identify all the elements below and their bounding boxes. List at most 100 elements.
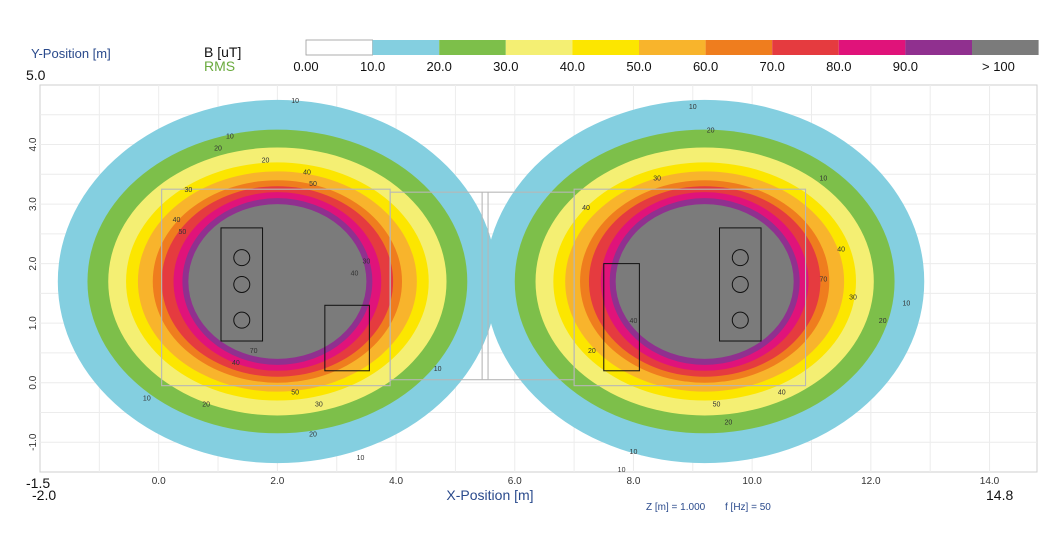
y-tick-label: 0.0 bbox=[28, 375, 39, 389]
contour-value-label: 30 bbox=[184, 187, 192, 194]
contour-value-label: 20 bbox=[588, 348, 596, 355]
contour-value-label: 10 bbox=[819, 175, 827, 182]
contour-value-label: 10 bbox=[903, 300, 911, 307]
legend-swatch-3 bbox=[505, 40, 573, 55]
contour-value-label: 20 bbox=[262, 157, 270, 164]
contour-value-label: 30 bbox=[849, 294, 857, 301]
coil-icon bbox=[233, 311, 251, 329]
contour-value-label: 10 bbox=[689, 104, 697, 111]
contour-value-label: 10 bbox=[618, 467, 626, 474]
switchgear-left bbox=[324, 304, 370, 372]
legend-swatch-2 bbox=[439, 40, 506, 55]
color-scale-legend: 0.00 10.0 20.0 30.0 40.0 50.0 60.0 70.0 80.0 90.0… bbox=[293, 39, 1039, 74]
x-axis-title: X-Position [m] bbox=[446, 487, 533, 503]
coil-icon bbox=[731, 311, 749, 329]
legend-swatch-5 bbox=[639, 40, 706, 55]
contour-value-label: 70 bbox=[819, 276, 827, 283]
contour-value-label: 20 bbox=[707, 128, 715, 135]
contour-band-right-9 bbox=[615, 204, 794, 359]
frequency-label: f [Hz] = 50 bbox=[725, 502, 771, 513]
x-min-label: -2.0 bbox=[32, 487, 56, 503]
transformer-right bbox=[719, 227, 762, 342]
x-tick-label: 12.0 bbox=[861, 476, 881, 487]
x-tick-label: 8.0 bbox=[626, 476, 640, 487]
y-tick-label: -1.0 bbox=[28, 433, 39, 451]
contour-value-label: 20 bbox=[879, 318, 887, 325]
contour-value-label: 30 bbox=[653, 175, 661, 182]
switchgear-right bbox=[603, 263, 640, 372]
legend-tick-label: 90.0 bbox=[893, 59, 918, 74]
contour-value-label: 20 bbox=[309, 431, 317, 438]
legend-tick-label: 40.0 bbox=[560, 59, 585, 74]
transformer-symbols bbox=[220, 227, 762, 372]
legend-tick-label: 30.0 bbox=[493, 59, 518, 74]
x-tick-label: 4.0 bbox=[389, 476, 403, 487]
x-max-label: 14.8 bbox=[986, 487, 1013, 503]
mode-label: RMS bbox=[204, 58, 235, 74]
coil-icon bbox=[233, 275, 251, 293]
y-tick-label: 2.0 bbox=[28, 256, 39, 270]
legend-swatch-6 bbox=[705, 40, 773, 55]
y-min-label: -1.5 bbox=[26, 475, 50, 491]
contour-value-label: 30 bbox=[315, 402, 323, 409]
y-max-label: 5.0 bbox=[26, 67, 46, 83]
contour-value-label: 40 bbox=[837, 247, 845, 254]
contour-value-label: 20 bbox=[214, 145, 222, 152]
contour-value-label: 10 bbox=[226, 134, 234, 141]
legend-swatch-7 bbox=[772, 40, 839, 55]
y-tick-label: 4.0 bbox=[28, 137, 39, 151]
x-tick-label: 0.0 bbox=[152, 476, 166, 487]
contour-value-label: 70 bbox=[250, 348, 258, 355]
legend-swatch-9 bbox=[905, 40, 972, 55]
legend-swatch-4 bbox=[572, 40, 639, 55]
contour-value-label: 20 bbox=[725, 419, 733, 426]
y-tick-label: 3.0 bbox=[28, 197, 39, 211]
contour-value-label: 50 bbox=[309, 181, 317, 188]
y-axis-title: Y-Position [m] bbox=[31, 46, 111, 61]
contour-value-label: 50 bbox=[713, 402, 721, 409]
equipment-outline bbox=[161, 188, 807, 387]
legend-tick-label: 0.00 bbox=[293, 59, 318, 74]
legend-swatch-1 bbox=[372, 40, 440, 55]
contour-value-label: 40 bbox=[582, 205, 590, 212]
contour-value-label: 50 bbox=[179, 229, 187, 236]
contour-value-label: 10 bbox=[630, 449, 638, 456]
y-tick-label: 1.0 bbox=[28, 316, 39, 330]
transformer-left bbox=[220, 227, 264, 342]
x-tick-label: 2.0 bbox=[270, 476, 284, 487]
contour-band-left-9 bbox=[188, 204, 367, 359]
contour-value-label: 40 bbox=[173, 217, 181, 224]
coil-icon bbox=[233, 249, 251, 267]
coil-icon bbox=[731, 249, 749, 267]
contour-value-label: 40 bbox=[351, 271, 359, 278]
contour-value-label: 10 bbox=[434, 366, 442, 373]
contour-value-label: 40 bbox=[630, 318, 638, 325]
contour-value-label: 20 bbox=[202, 402, 210, 409]
x-tick-label: 10.0 bbox=[742, 476, 762, 487]
legend-tick-label: 50.0 bbox=[626, 59, 651, 74]
legend-swatch-10 bbox=[972, 40, 1039, 55]
legend-tick-label: 80.0 bbox=[826, 59, 851, 74]
legend-tick-label: > 100 bbox=[982, 59, 1015, 74]
contour-value-label: 10 bbox=[357, 455, 365, 462]
contour-value-label: 30 bbox=[363, 259, 371, 266]
contour-value-label: 40 bbox=[232, 360, 240, 367]
contour-value-label: 40 bbox=[778, 390, 786, 397]
quantity-label: B [uT] bbox=[204, 44, 241, 60]
contour-value-label: 40 bbox=[303, 169, 311, 176]
x-tick-label: 14.0 bbox=[980, 476, 1000, 487]
legend-tick-label: 70.0 bbox=[760, 59, 785, 74]
legend-tick-label: 10.0 bbox=[360, 59, 385, 74]
z-height-label: Z [m] = 1.000 bbox=[646, 502, 706, 513]
coil-icon bbox=[731, 275, 749, 293]
x-tick-label: 6.0 bbox=[508, 476, 522, 487]
legend-swatch-8 bbox=[838, 40, 906, 55]
legend-tick-label: 20.0 bbox=[427, 59, 452, 74]
contour-value-label: 10 bbox=[143, 396, 151, 403]
plot-area: 10 10 20 20 30 40 50 40 50 30 40 50 30 20 20 10 10 40 70 10… bbox=[28, 84, 1038, 487]
contour-value-label: 10 bbox=[291, 98, 299, 105]
legend-swatch-0 bbox=[305, 39, 373, 56]
legend-tick-label: 60.0 bbox=[693, 59, 718, 74]
contour-value-label: 50 bbox=[291, 390, 299, 397]
